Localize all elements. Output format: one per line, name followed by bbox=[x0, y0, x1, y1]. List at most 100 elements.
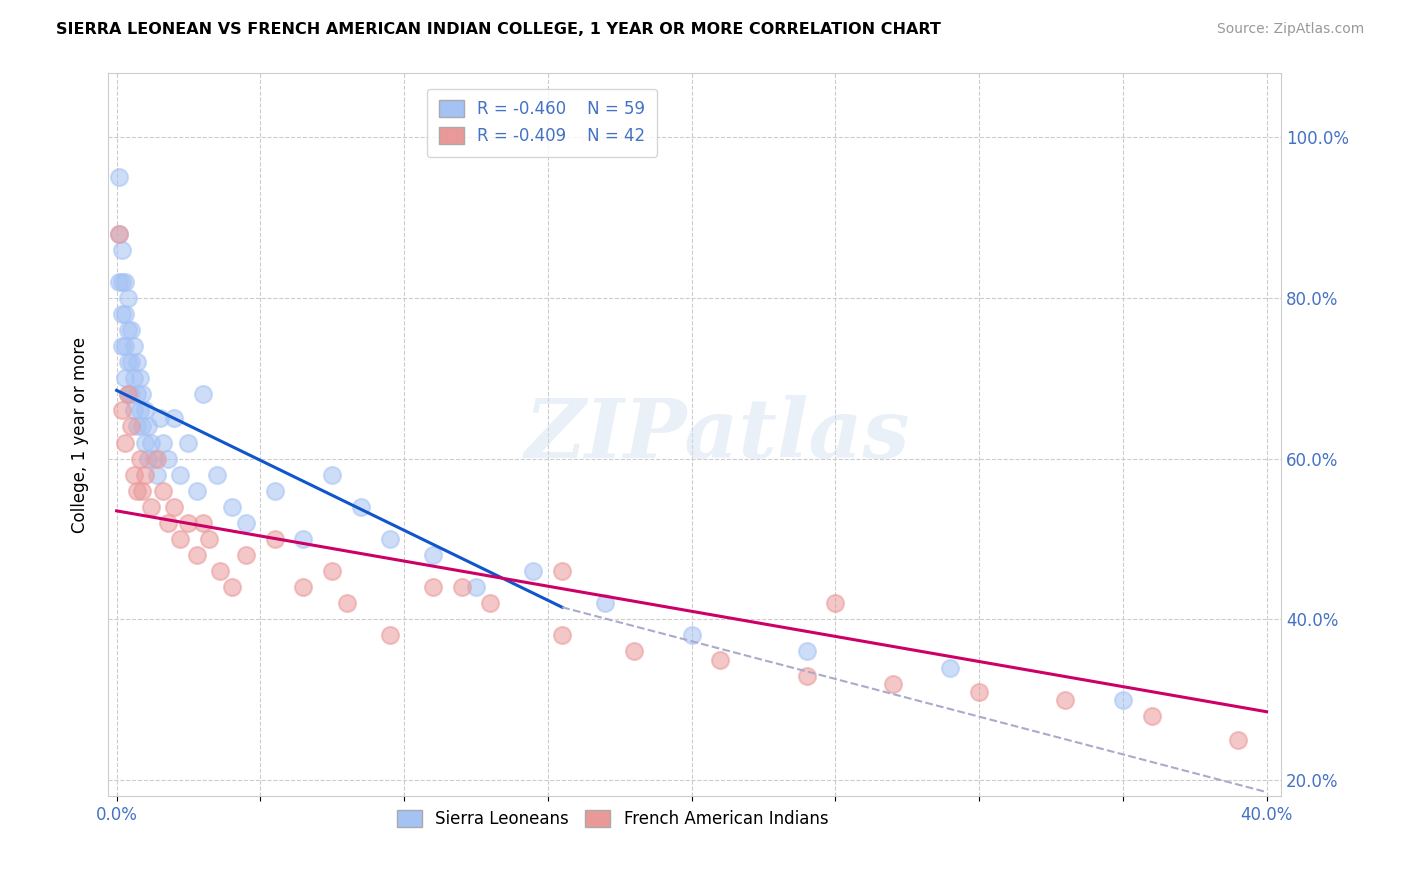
Point bbox=[709, 652, 731, 666]
Point bbox=[120, 419, 142, 434]
Point bbox=[111, 275, 134, 289]
Point bbox=[623, 644, 645, 658]
Point bbox=[139, 500, 162, 514]
Point bbox=[120, 355, 142, 369]
Point bbox=[125, 387, 148, 401]
Point bbox=[235, 516, 257, 530]
Point bbox=[292, 580, 315, 594]
Point bbox=[479, 596, 502, 610]
Point bbox=[114, 339, 136, 353]
Point bbox=[595, 596, 617, 610]
Point bbox=[128, 371, 150, 385]
Point bbox=[117, 291, 139, 305]
Point bbox=[108, 275, 131, 289]
Point bbox=[134, 435, 156, 450]
Point bbox=[111, 339, 134, 353]
Point bbox=[191, 387, 214, 401]
Point bbox=[465, 580, 488, 594]
Text: Source: ZipAtlas.com: Source: ZipAtlas.com bbox=[1216, 22, 1364, 37]
Point bbox=[136, 451, 159, 466]
Point bbox=[681, 628, 703, 642]
Point bbox=[796, 668, 818, 682]
Point bbox=[235, 548, 257, 562]
Point bbox=[111, 243, 134, 257]
Point bbox=[1140, 708, 1163, 723]
Point bbox=[1112, 692, 1135, 706]
Point bbox=[163, 500, 186, 514]
Point bbox=[122, 339, 145, 353]
Point bbox=[131, 387, 153, 401]
Point bbox=[149, 411, 172, 425]
Point bbox=[1054, 692, 1077, 706]
Point bbox=[292, 532, 315, 546]
Point bbox=[939, 660, 962, 674]
Point bbox=[139, 435, 162, 450]
Point bbox=[134, 467, 156, 482]
Point bbox=[108, 227, 131, 241]
Point bbox=[114, 275, 136, 289]
Point bbox=[143, 451, 166, 466]
Legend: Sierra Leoneans, French American Indians: Sierra Leoneans, French American Indians bbox=[389, 804, 835, 835]
Point bbox=[551, 628, 574, 642]
Point bbox=[522, 564, 544, 578]
Point bbox=[378, 532, 401, 546]
Point bbox=[111, 307, 134, 321]
Point bbox=[120, 387, 142, 401]
Point bbox=[263, 532, 285, 546]
Point bbox=[122, 403, 145, 417]
Point bbox=[1226, 732, 1249, 747]
Point bbox=[197, 532, 219, 546]
Point bbox=[186, 548, 208, 562]
Point bbox=[108, 170, 131, 185]
Point bbox=[122, 371, 145, 385]
Point bbox=[134, 403, 156, 417]
Point bbox=[108, 227, 131, 241]
Point bbox=[157, 516, 180, 530]
Point bbox=[163, 411, 186, 425]
Point bbox=[125, 483, 148, 498]
Point bbox=[128, 403, 150, 417]
Point bbox=[117, 323, 139, 337]
Point bbox=[450, 580, 472, 594]
Point bbox=[125, 355, 148, 369]
Point bbox=[131, 483, 153, 498]
Point bbox=[321, 564, 343, 578]
Point bbox=[551, 564, 574, 578]
Point bbox=[321, 467, 343, 482]
Point bbox=[169, 467, 191, 482]
Text: ZIPatlas: ZIPatlas bbox=[526, 394, 911, 475]
Point bbox=[120, 323, 142, 337]
Point bbox=[146, 467, 169, 482]
Point bbox=[131, 419, 153, 434]
Point bbox=[191, 516, 214, 530]
Text: SIERRA LEONEAN VS FRENCH AMERICAN INDIAN COLLEGE, 1 YEAR OR MORE CORRELATION CHA: SIERRA LEONEAN VS FRENCH AMERICAN INDIAN… bbox=[56, 22, 941, 37]
Point bbox=[221, 500, 243, 514]
Point bbox=[336, 596, 359, 610]
Point bbox=[117, 387, 139, 401]
Point bbox=[422, 548, 444, 562]
Point bbox=[207, 467, 229, 482]
Point bbox=[114, 435, 136, 450]
Point bbox=[177, 516, 200, 530]
Point bbox=[114, 371, 136, 385]
Point bbox=[824, 596, 846, 610]
Point bbox=[146, 451, 169, 466]
Point bbox=[117, 355, 139, 369]
Point bbox=[114, 307, 136, 321]
Point bbox=[157, 451, 180, 466]
Point bbox=[169, 532, 191, 546]
Point bbox=[111, 403, 134, 417]
Point bbox=[186, 483, 208, 498]
Point bbox=[177, 435, 200, 450]
Point bbox=[263, 483, 285, 498]
Point bbox=[882, 676, 904, 690]
Y-axis label: College, 1 year or more: College, 1 year or more bbox=[72, 336, 89, 533]
Point bbox=[152, 435, 174, 450]
Point bbox=[122, 467, 145, 482]
Point bbox=[796, 644, 818, 658]
Point bbox=[221, 580, 243, 594]
Point bbox=[136, 419, 159, 434]
Point bbox=[117, 387, 139, 401]
Point bbox=[350, 500, 373, 514]
Point bbox=[422, 580, 444, 594]
